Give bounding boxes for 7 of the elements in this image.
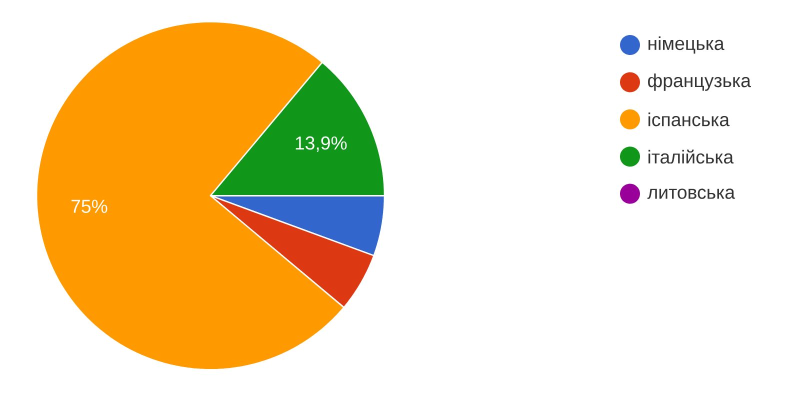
legend-label: німецька xyxy=(648,36,724,54)
legend-label: італійська xyxy=(648,150,734,164)
legend-label: литовська xyxy=(647,188,736,199)
data-label: 13,9% xyxy=(296,136,347,152)
data-label: 75% xyxy=(71,200,108,213)
legend-label: французька xyxy=(648,73,751,91)
legend-label: іспанська xyxy=(648,112,730,126)
